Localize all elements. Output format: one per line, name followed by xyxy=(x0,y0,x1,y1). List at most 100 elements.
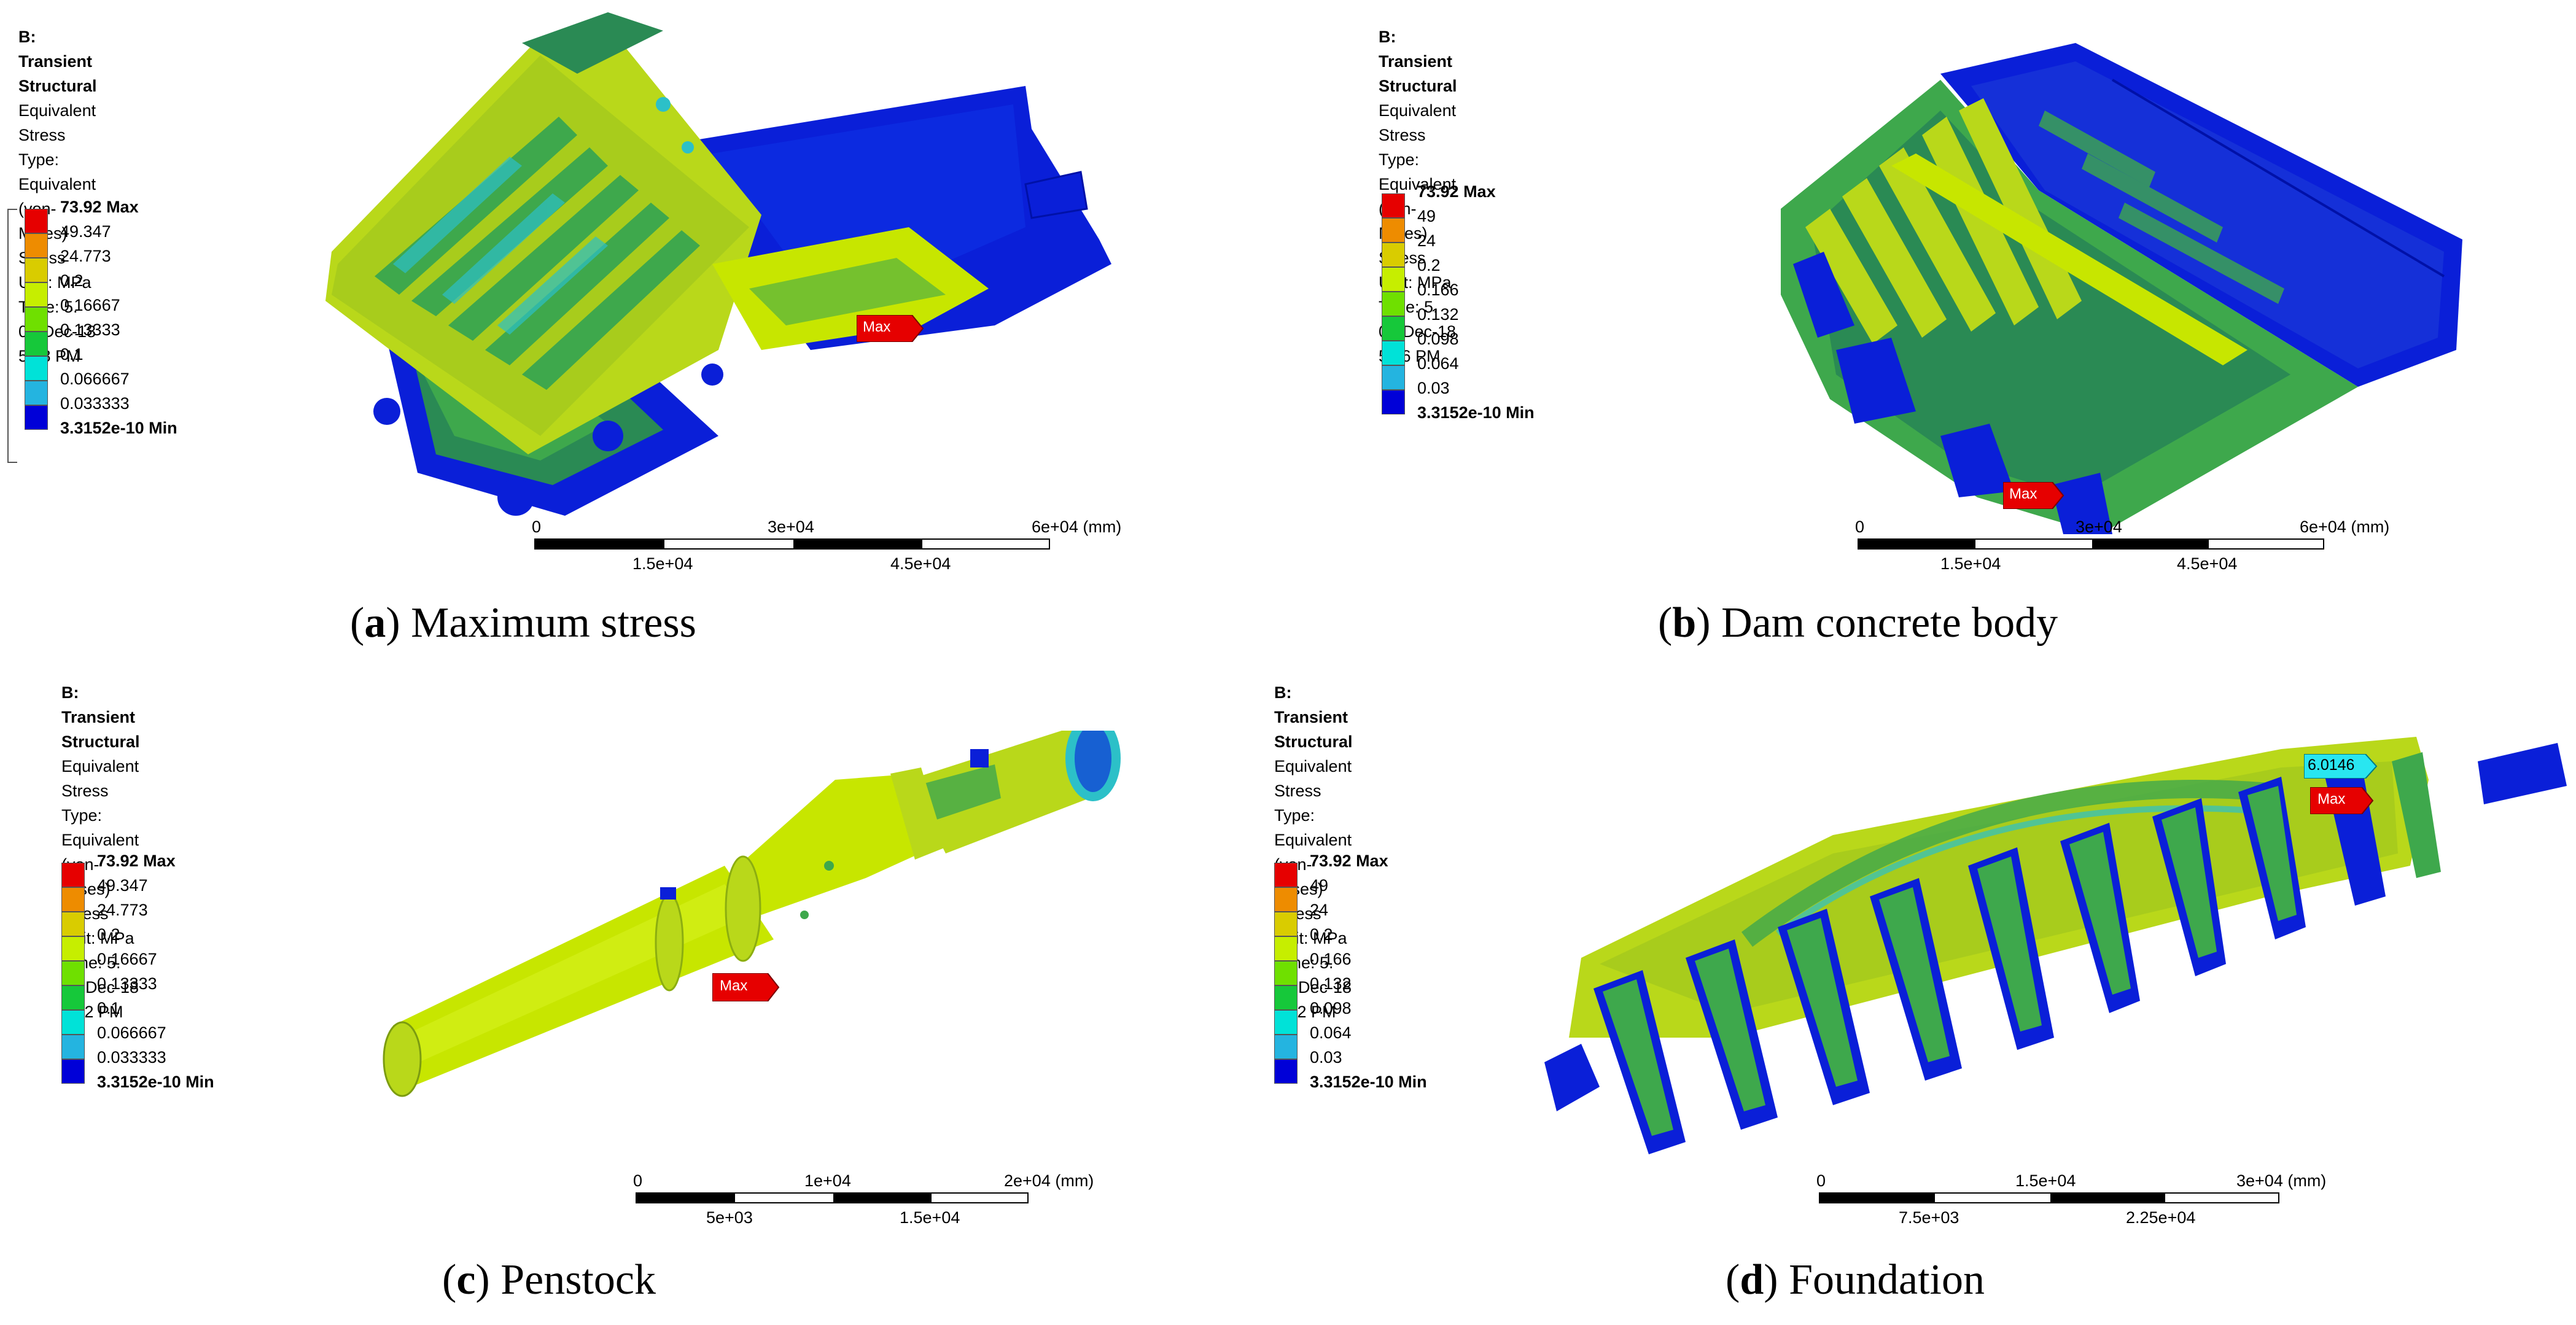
analysis-title: B: Transient Structural xyxy=(1274,683,1353,751)
caption-letter: c xyxy=(456,1256,476,1304)
legend-label: 73.92 Max xyxy=(60,198,139,216)
probe-flag-icon xyxy=(2303,753,2378,779)
legend-label: 24.773 xyxy=(60,247,111,265)
scale-tick: 4.5e+04 xyxy=(2177,554,2238,573)
analysis-title: B: Transient Structural xyxy=(1379,28,1457,95)
figure-caption: (c) Penstock xyxy=(442,1256,656,1304)
legend-label: 0.2 xyxy=(97,925,120,944)
max-label: Max xyxy=(2009,486,2037,502)
result-name: Equivalent Stress xyxy=(18,101,96,144)
max-label: Max xyxy=(863,319,891,335)
scale-tick: 7.5e+03 xyxy=(1899,1208,1959,1227)
scale-tick: 1.5e+04 xyxy=(632,554,693,573)
legend-label: 24 xyxy=(1310,901,1329,919)
legend-label: 0.033333 xyxy=(60,394,130,413)
figure-caption: (d) Foundation xyxy=(1726,1256,1985,1304)
caption-text: Maximum stress xyxy=(411,599,696,647)
legend-label: 0.064 xyxy=(1310,1024,1352,1042)
scale-tick: 0 xyxy=(633,1172,643,1190)
scale-tick: 6e+04 (mm) xyxy=(2300,518,2390,536)
dam-concrete-model[interactable] xyxy=(1756,6,2481,546)
dam-full-model[interactable] xyxy=(319,6,1154,565)
legend-label: 0.03 xyxy=(1310,1048,1342,1067)
caption-letter: d xyxy=(1740,1256,1764,1304)
result-name: Equivalent Stress xyxy=(1379,101,1457,144)
probe-marker: 6.0146 xyxy=(2303,753,2378,782)
caption-letter: b xyxy=(1672,599,1697,647)
legend-label: 0.13333 xyxy=(60,321,120,339)
scale-tick: 0 xyxy=(532,518,542,536)
max-flag-icon xyxy=(856,314,924,343)
scale-tick: 2e+04 (mm) xyxy=(1004,1172,1094,1190)
legend-label: 73.92 Max xyxy=(97,852,176,870)
scale-tick: 3e+04 (mm) xyxy=(2236,1172,2327,1190)
scale-tick: 3e+04 xyxy=(768,518,814,536)
scale-tick: 0 xyxy=(1816,1172,1826,1190)
legend-label: 0.132 xyxy=(1310,974,1352,993)
caption-text: Dam concrete body xyxy=(1721,599,2058,647)
legend-label: 0.1 xyxy=(60,345,84,363)
figure-caption: (a) Maximum stress xyxy=(350,599,696,647)
caption-text: Foundation xyxy=(1789,1256,1985,1304)
legend-label: 0.098 xyxy=(1310,999,1352,1017)
legend-label: 0.03 xyxy=(1417,379,1450,397)
legend-bracket xyxy=(7,209,17,463)
legend-label: 0.2 xyxy=(1417,256,1441,274)
probe-label: 6.0146 xyxy=(2308,756,2355,774)
max-marker: Max xyxy=(712,973,780,1004)
penstock-model[interactable] xyxy=(381,731,1130,1173)
scale-tick: 1e+04 xyxy=(804,1172,851,1190)
max-marker: Max xyxy=(856,314,924,345)
max-flag-icon xyxy=(2309,787,2374,815)
scale-tick: 1.5e+04 xyxy=(1940,554,2001,573)
scale-tick: 4.5e+04 xyxy=(890,554,951,573)
foundation-model[interactable] xyxy=(1544,694,2570,1154)
result-name: Equivalent Stress xyxy=(61,757,139,800)
legend-label: 3.3152e-10 Min xyxy=(97,1073,214,1091)
legend-label: 3.3152e-10 Min xyxy=(1417,403,1535,422)
caption-letter: a xyxy=(364,599,386,647)
legend-label: 0.16667 xyxy=(60,296,120,314)
max-marker: Max xyxy=(2309,787,2374,817)
legend-label: 0.166 xyxy=(1310,950,1352,968)
legend-label: 3.3152e-10 Min xyxy=(1310,1073,1427,1091)
legend-label: 49.347 xyxy=(97,876,148,895)
result-name: Equivalent Stress xyxy=(1274,757,1352,800)
legend-label: 0.13333 xyxy=(97,974,157,993)
max-label: Max xyxy=(2317,791,2346,807)
legend-label: 0.066667 xyxy=(60,370,130,388)
legend-label: 49 xyxy=(1417,207,1436,225)
scale-tick: 6e+04 (mm) xyxy=(1032,518,1122,536)
scale-tick: 1.5e+04 xyxy=(900,1208,960,1227)
legend-label: 0.2 xyxy=(60,271,84,290)
legend-label: 3.3152e-10 Min xyxy=(60,419,177,437)
legend-label: 0.1 xyxy=(97,999,120,1017)
scale-tick: 1.5e+04 xyxy=(2015,1172,2076,1190)
scale-tick: 0 xyxy=(1855,518,1865,536)
legend-label: 49 xyxy=(1310,876,1329,895)
legend-label: 0.066667 xyxy=(97,1024,166,1042)
legend-label: 73.92 Max xyxy=(1417,182,1496,201)
max-label: Max xyxy=(720,977,748,994)
max-marker: Max xyxy=(2002,481,2064,512)
legend-label: 49.347 xyxy=(60,222,111,241)
scale-tick: 2.25e+04 xyxy=(2126,1208,2196,1227)
legend-label: 73.92 Max xyxy=(1310,852,1388,870)
max-flag-icon xyxy=(2002,481,2064,510)
legend-label: 0.064 xyxy=(1417,354,1459,373)
caption-text: Penstock xyxy=(500,1256,656,1304)
analysis-title: B: Transient Structural xyxy=(18,28,97,95)
legend-label: 0.16667 xyxy=(97,950,157,968)
max-flag-icon xyxy=(712,973,780,1002)
legend-label: 0.2 xyxy=(1310,925,1333,944)
result-info: B: Transient Structural Equivalent Stres… xyxy=(1274,680,1353,1024)
legend-label: 24 xyxy=(1417,231,1436,250)
legend-label: 0.098 xyxy=(1417,330,1459,348)
scale-tick: 3e+04 xyxy=(2076,518,2122,536)
scale-tick: 5e+03 xyxy=(706,1208,753,1227)
legend-label: 0.132 xyxy=(1417,305,1459,324)
figure-caption: (b) Dam concrete body xyxy=(1658,599,2058,647)
analysis-title: B: Transient Structural xyxy=(61,683,140,751)
legend-label: 0.033333 xyxy=(97,1048,166,1067)
legend-label: 0.166 xyxy=(1417,281,1459,299)
